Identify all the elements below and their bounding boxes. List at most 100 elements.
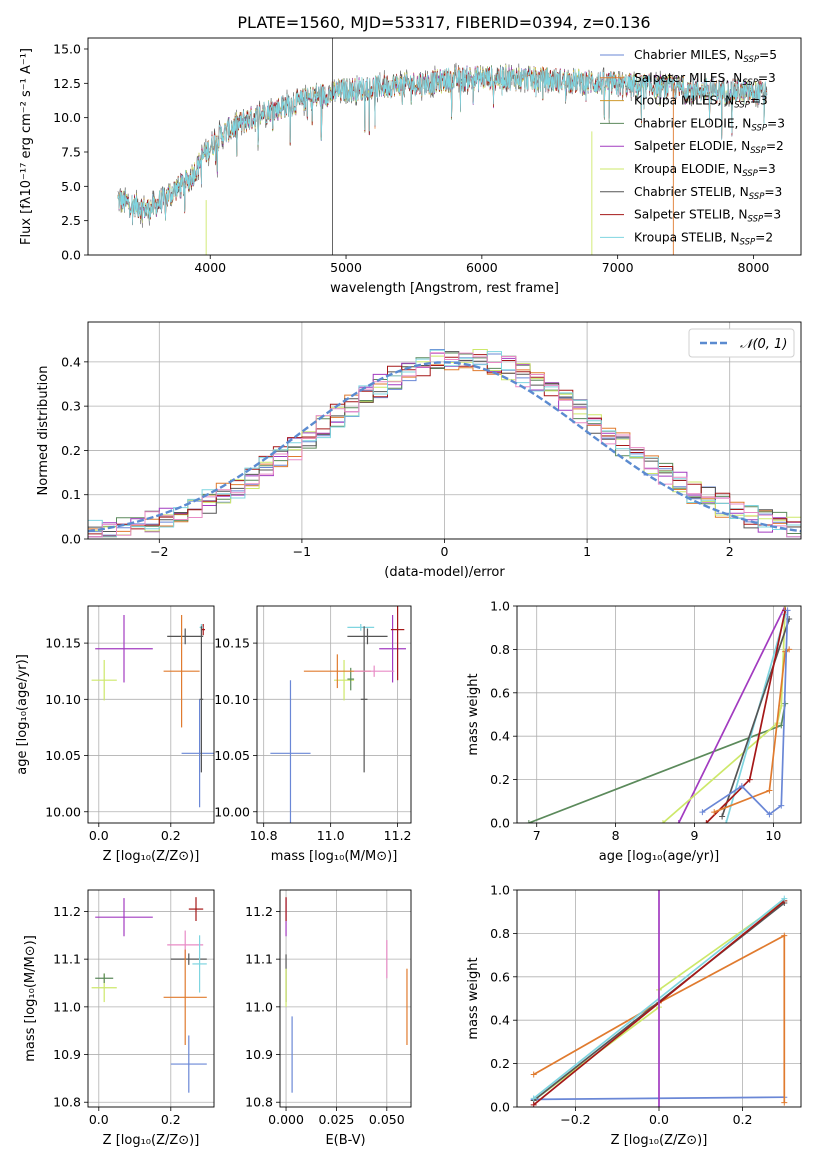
weight-marker — [525, 820, 532, 823]
plot-area — [517, 890, 801, 1107]
x-tick-label: 10.8 — [250, 828, 278, 843]
y-axis-label: mass weight — [466, 957, 481, 1039]
x-tick-label: 0.2 — [161, 828, 181, 843]
y-tick-label: 1.0 — [490, 599, 510, 614]
y-tick-label: 11.2 — [245, 904, 273, 919]
y-tick-label: 0.8 — [490, 926, 510, 941]
legend-text: Kroupa STELIB, N — [634, 230, 740, 244]
plot-area — [517, 606, 801, 823]
x-axis-label: Z [log₁₀(Z/Z⊙)] — [611, 1133, 708, 1148]
x-tick-label: 0.050 — [369, 1112, 405, 1127]
x-axis-label: age [log₁₀(age/yr)] — [599, 849, 720, 864]
figure-title: PLATE=1560, MJD=53317, FIBERID=0394, z=0… — [237, 13, 650, 32]
x-axis-label: wavelength [Angstrom, rest frame] — [330, 281, 559, 296]
legend-suffix: =2 — [766, 139, 784, 153]
legend-suffix: =3 — [758, 71, 776, 85]
y-tick-label: 10.9 — [53, 1047, 81, 1062]
weight-marker — [703, 820, 710, 823]
y-tick-label: 0.0 — [61, 532, 81, 547]
weight-marker — [784, 607, 791, 614]
y-tick-label: 10.10 — [214, 692, 250, 707]
legend-suffix: =3 — [767, 116, 785, 130]
x-tick-label: 0.0 — [649, 1112, 669, 1127]
axes-frame — [516, 889, 802, 1108]
y-tick-label: 12.5 — [53, 76, 81, 91]
legend-subscript: SSP — [742, 169, 758, 179]
x-tick-label: 4000 — [194, 260, 226, 275]
y-tick-label: 10.8 — [245, 1095, 273, 1110]
y-tick-label: 0.2 — [490, 1056, 510, 1071]
legend-suffix: =3 — [764, 185, 782, 199]
y-tick-label: 11.0 — [245, 999, 273, 1014]
y-tick-label: 10.9 — [245, 1047, 273, 1062]
legend-text: Chabrier ELODIE, N — [634, 116, 751, 130]
x-axis-label: (data-model)/error — [384, 565, 505, 580]
x-tick-label: −1 — [293, 544, 311, 559]
weight-marker — [781, 895, 788, 902]
plot-area — [117, 38, 768, 255]
y-tick-label: 10.0 — [53, 110, 81, 125]
y-tick-label: 0.0 — [61, 248, 81, 263]
legend-entry: Chabrier MILES, NSSP=5 — [634, 48, 777, 65]
legend-suffix: =3 — [763, 208, 781, 222]
legend-subscript: SSP — [740, 237, 756, 247]
x-axis-label: E(B-V) — [325, 1133, 365, 1148]
x-tick-label: 11.2 — [384, 828, 412, 843]
y-tick-label: 15.0 — [53, 41, 81, 56]
legend-entry: Chabrier ELODIE, NSSP=3 — [634, 116, 785, 133]
y-axis-label: mass [log₁₀(M/M⊙)] — [23, 935, 38, 1062]
x-tick-label: 8000 — [738, 260, 770, 275]
y-tick-label: 10.05 — [214, 748, 250, 763]
plot-layer: 4000 5000 6000 7000 80000.02.55.07.510.012.5… — [15, 37, 802, 1148]
y-tick-label: 1.0 — [490, 883, 510, 898]
y-tick-label: 0.6 — [490, 969, 510, 984]
x-tick-label: 9 — [691, 828, 699, 843]
x-tick-label: 8 — [612, 828, 620, 843]
weight-marker — [738, 783, 745, 790]
weight-marker — [719, 813, 726, 820]
weight-line — [713, 648, 790, 813]
x-tick-label: 2 — [726, 544, 734, 559]
weight-marker — [781, 1099, 788, 1106]
plot-area — [88, 322, 801, 539]
legend-text: Kroupa MILES, N — [634, 94, 734, 108]
legend-entry: Salpeter MILES, NSSP=3 — [634, 71, 776, 88]
x-tick-label: 10 — [765, 828, 781, 843]
weight-marker — [656, 1104, 662, 1107]
weight-line — [677, 606, 786, 823]
legend-entry: Kroupa ELODIE, NSSP=3 — [634, 162, 776, 179]
y-tick-label: 0.0 — [490, 1100, 510, 1115]
y-tick-label: 10.05 — [45, 748, 81, 763]
axes-frame — [87, 37, 802, 256]
legend-text: Salpeter ELODIE, N — [634, 139, 750, 153]
y-tick-label: 0.8 — [490, 642, 510, 657]
weight-line — [528, 703, 787, 823]
chart-z-age: 0.0 0.2 10.00 10.05 10.10 10.15 Z [log₁₀(Z/Z⊙)… — [15, 605, 215, 864]
axes-frame — [87, 321, 802, 540]
x-tick-label: −2 — [150, 544, 168, 559]
x-tick-label: 0 — [441, 544, 449, 559]
legend-suffix: =5 — [759, 48, 777, 62]
legend-subscript: SSP — [751, 123, 767, 133]
y-tick-label: 0.6 — [490, 685, 510, 700]
plot-area — [257, 606, 411, 823]
legend-text: Kroupa ELODIE, N — [634, 162, 742, 176]
x-tick-label: 0.000 — [268, 1112, 304, 1127]
weight-line — [533, 934, 786, 1103]
weight-marker — [766, 811, 773, 818]
y-tick-label: 10.15 — [214, 636, 250, 651]
legend-text: Chabrier MILES, N — [634, 48, 743, 62]
x-tick-label: −0.2 — [560, 1112, 590, 1127]
legend-entry: Salpeter STELIB, NSSP=3 — [634, 208, 781, 225]
plot-area — [280, 890, 411, 1107]
y-tick-label: 0.4 — [490, 1013, 510, 1028]
chart-age-weight: 7 8 9 10 0.0 0.2 0.4 0.6 0.8 1.0 age [log₁₀(age/yr… — [466, 599, 802, 864]
weight-marker — [781, 932, 788, 939]
y-axis-label: Flux [fλ10⁻¹⁷ erg cm⁻² s⁻¹ A⁻¹] — [19, 48, 34, 245]
legend-subscript: SSP — [742, 78, 758, 88]
weight-marker — [530, 1071, 537, 1078]
legend-text: Salpeter STELIB, N — [634, 208, 747, 222]
y-tick-label: 10.00 — [45, 804, 81, 819]
weight-marker — [778, 802, 785, 809]
chart-z-mass: 0.0 0.2 10.8 10.9 11.0 11.1 11.2 Z [log₁₀(Z/Z⊙)… — [23, 889, 215, 1148]
